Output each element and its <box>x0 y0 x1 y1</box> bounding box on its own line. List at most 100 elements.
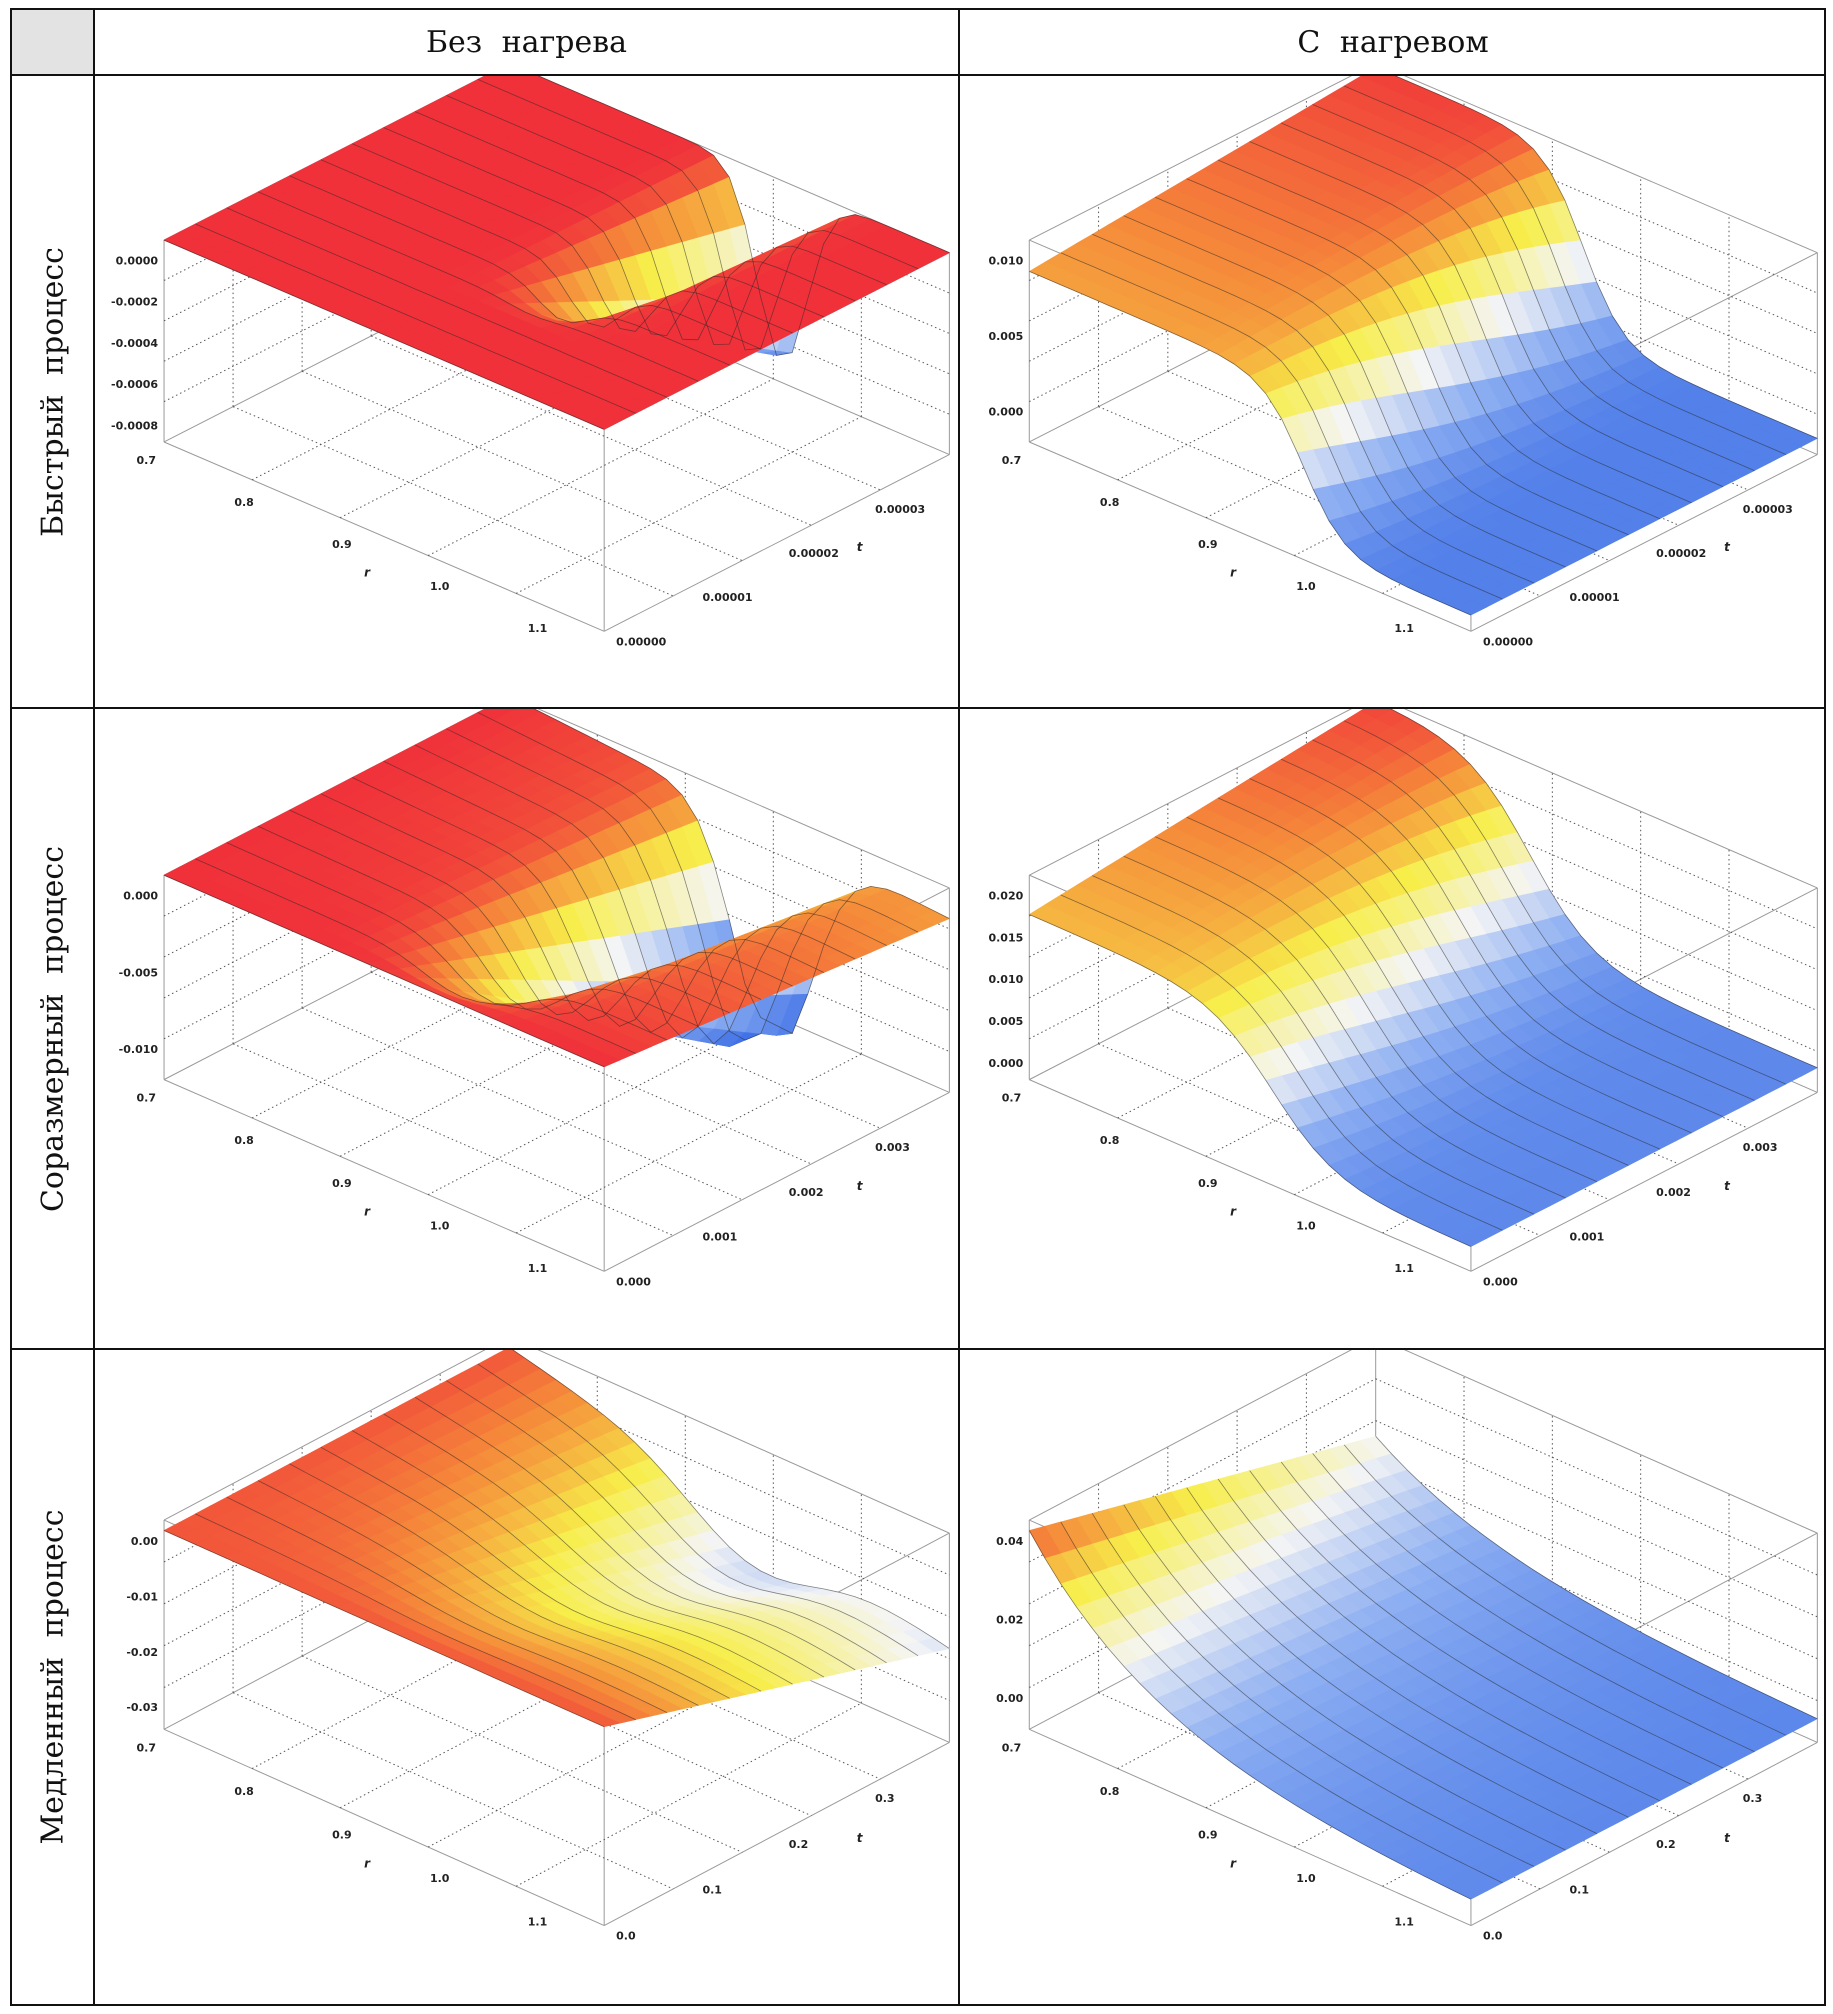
surface-mesh-line <box>537 76 950 356</box>
column-header-no-heating: Без нагрева <box>425 24 628 60</box>
surface-mesh-line <box>1218 159 1661 520</box>
z-tick-label: 0.020 <box>988 890 1023 903</box>
z-tick-label: -0.01 <box>126 1590 158 1603</box>
row-header-proportional: Соразмерный процесс <box>12 709 93 1348</box>
z-tick-label: 0.005 <box>988 1015 1023 1028</box>
t-tick-label: 0.002 <box>1656 1186 1691 1199</box>
surface-mesh-line <box>414 1396 856 1671</box>
r-tick-label: 1.1 <box>528 622 548 635</box>
t-tick-label: 0.2 <box>789 1838 809 1851</box>
table-corner-cell <box>12 10 93 74</box>
surface-mesh-line <box>1312 1453 1755 1752</box>
r-tick-label: 0.9 <box>332 1177 352 1190</box>
plot-fast-no-heating: 0.7 0.8 0.9 1.0 1.1 0.00000 0.00001 0.00002 0.00… <box>95 76 958 707</box>
plot-box-edge <box>1029 1350 1353 1521</box>
surface-mesh-line <box>1060 1521 1503 1884</box>
plot-gridline <box>1375 736 1818 930</box>
surface-mesh-line <box>446 1380 887 1664</box>
surface-mesh-line <box>477 1363 919 1657</box>
z-tick-label: 0.00 <box>996 1692 1023 1705</box>
surface-mesh-line <box>1217 1478 1661 1802</box>
plot-box-edge <box>1029 1728 1472 1926</box>
plot-gridline <box>251 302 598 481</box>
r-tick-label: 0.8 <box>1100 1134 1120 1147</box>
surface-mesh-line <box>1123 1504 1566 1851</box>
row-header-proportional-label: Соразмерный процесс <box>35 845 70 1212</box>
surface-plot-svg: 0.7 0.8 0.9 1.0 1.1 0.00000 0.00001 0.00002 0.00… <box>988 76 1819 648</box>
t-tick-label: 0.00000 <box>1483 635 1533 648</box>
plot-box-edge <box>603 1741 950 1926</box>
r-tick-label: 1.1 <box>528 1262 548 1275</box>
t-tick-label: 0.00000 <box>616 635 666 648</box>
surface-mesh-line <box>1312 739 1755 1101</box>
surface-mesh-line <box>1280 1461 1724 1769</box>
z-tick-label: -0.0004 <box>111 337 158 350</box>
surface-mesh-line <box>1343 1444 1786 1736</box>
t-tick-label: 0.003 <box>1743 1141 1778 1154</box>
z-tick-label: 0.0000 <box>116 254 159 267</box>
r-tick-label: 0.7 <box>137 1741 157 1754</box>
plot-gridline <box>439 1582 881 1780</box>
plot-gridline <box>301 1655 743 1853</box>
surface-mesh-line <box>1123 855 1566 1199</box>
plot-ticks: 0.70.80.91.01.10.00.10.20.30.40.00-0.01-… <box>126 1535 894 1943</box>
r-tick-label: 0.8 <box>1100 496 1120 509</box>
r-tick-label: 0.9 <box>1198 1177 1218 1190</box>
surface-mesh-line <box>414 111 856 341</box>
surface-mesh-line <box>320 159 762 350</box>
r-axis-label: r <box>1230 1856 1237 1870</box>
plot-box-edge <box>1470 1091 1818 1272</box>
surface-mesh-line <box>1091 1513 1535 1867</box>
t-tick-label: 0.000 <box>1483 1275 1518 1288</box>
r-tick-label: 1.0 <box>1296 580 1316 593</box>
surface-patch <box>503 76 515 79</box>
plot-gridline <box>1375 818 1818 1012</box>
divider-label-column <box>93 10 95 2004</box>
z-tick-label: 0.04 <box>996 1535 1023 1548</box>
z-tick-label: -0.02 <box>126 1646 158 1659</box>
plot-ticks: 0.70.80.91.01.10.0000.0010.0020.0030.004… <box>988 890 1778 1289</box>
r-tick-label: 0.8 <box>234 1134 254 1147</box>
plot-ticks: 0.70.80.91.01.10.00.10.20.30.40.040.020.… <box>996 1535 1762 1943</box>
plot-gridline <box>427 1015 774 1196</box>
surface-mesh-line <box>1375 1436 1818 1720</box>
r-tick-label: 0.7 <box>137 454 157 467</box>
plot-gridline <box>1375 859 1818 1052</box>
plot-gridline <box>301 370 743 562</box>
z-tick-label: 0.02 <box>996 1613 1023 1626</box>
z-tick-label: -0.03 <box>126 1701 158 1714</box>
t-tick-label: 0.0 <box>616 1930 636 1943</box>
surface-mesh-line <box>1060 894 1503 1231</box>
plot-surface <box>1028 709 1818 1247</box>
surface-mesh-line <box>1186 178 1629 536</box>
surface-mesh-line <box>258 191 699 382</box>
surface-mesh-line <box>1092 233 1535 584</box>
surface-mesh-line <box>383 760 824 1033</box>
surface-mesh-line <box>383 1413 825 1678</box>
t-tick-label: 0.1 <box>702 1884 722 1897</box>
z-tick-label: 0.00 <box>131 1535 158 1548</box>
t-tick-label: 0.00002 <box>789 547 839 560</box>
plot-box-edge <box>1403 709 1818 889</box>
divider-row-1 <box>12 707 1824 709</box>
surface-mesh-line <box>1218 797 1661 1150</box>
surface-mesh-line <box>163 1530 605 1728</box>
surface-mesh-line <box>512 1350 950 1649</box>
divider-row-2 <box>12 1348 1824 1350</box>
surface-mesh-line <box>1123 215 1566 568</box>
row-header-slow: Медленный процесс <box>12 1350 93 2004</box>
row-header-fast: Быстрый процесс <box>12 76 93 707</box>
t-axis-label: t <box>857 540 864 554</box>
r-axis-label: r <box>364 566 371 580</box>
surface-mesh-line <box>1344 85 1786 455</box>
surface-mesh-line <box>1249 778 1692 1134</box>
surface-mesh-line <box>383 127 824 337</box>
surface-mesh-line <box>533 709 950 1034</box>
plot-gridline <box>515 1702 862 1887</box>
r-axis-label: r <box>364 1856 371 1870</box>
t-tick-label: 0.00001 <box>1570 591 1620 604</box>
surface-mesh-line <box>226 207 668 398</box>
r-tick-label: 0.7 <box>1002 1741 1022 1754</box>
surface-mesh-line <box>1154 1496 1598 1834</box>
plot-surface <box>1028 1435 1818 1900</box>
